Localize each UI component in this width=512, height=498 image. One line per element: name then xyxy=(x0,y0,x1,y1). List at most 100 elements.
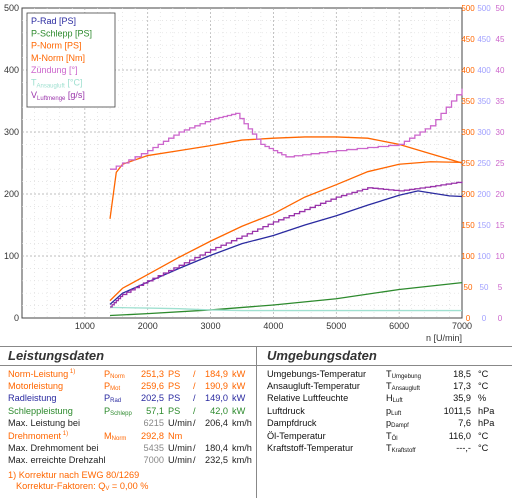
series-line xyxy=(109,161,463,302)
right-axis-tick-label: 50 xyxy=(464,283,473,292)
table-unit: °C xyxy=(478,431,489,441)
table-unit: kW xyxy=(232,369,246,379)
series-line xyxy=(109,306,462,312)
table-unit: % xyxy=(478,393,487,404)
table-row-label: Kraftstoff-Temperatur xyxy=(267,443,354,454)
table-value: 232,5 xyxy=(205,455,228,466)
right-axis-tick-label: 200 xyxy=(461,190,475,199)
right-axis-tick-label: 5 xyxy=(498,283,503,292)
table-value: 35,9 xyxy=(453,393,471,404)
leistungsdaten-panel: Leistungsdaten Norm-Leistung 1) PNorm 251,… xyxy=(0,346,256,498)
table-row-label: Luftdruck xyxy=(267,405,305,416)
table-symbol: TUmgebung xyxy=(386,369,421,380)
table-value: 1011,5 xyxy=(443,405,471,416)
table-row-label: Relative Luftfeuchte xyxy=(267,393,349,404)
table-symbol: pLuft xyxy=(386,405,402,417)
right-axis-tick-label: 300 xyxy=(461,128,475,137)
table-value: 190,9 xyxy=(205,381,228,392)
series-line xyxy=(109,282,463,317)
x-tick-label: 2000 xyxy=(138,321,158,331)
x-axis-label: n [U/min] xyxy=(426,333,462,343)
series-line xyxy=(110,181,463,308)
x-tick-label: 7000 xyxy=(452,321,472,331)
table-unit: PS xyxy=(168,369,181,379)
table-row-label: Max. Leistung bei xyxy=(8,417,81,428)
table-symbol: PNorm xyxy=(104,369,125,380)
table-unit: kW xyxy=(232,393,246,404)
right-axis-tick-label: 40 xyxy=(496,66,505,75)
table-unit: PS xyxy=(168,381,181,392)
table-value: 5435 xyxy=(143,443,164,454)
umgebungsdaten-panel: Umgebungsdaten Umgebungs-Temperatur TUmge… xyxy=(256,346,512,498)
x-tick-label: 6000 xyxy=(389,321,409,331)
x-tick-label: 3000 xyxy=(201,321,221,331)
table-row-label: Max. Drehmoment bei xyxy=(8,443,99,454)
footnote-2: Korrektur-Faktoren: QV = 0,00 % xyxy=(16,481,149,492)
legend-box xyxy=(26,12,116,108)
table-row-label: Umgebungs-Temperatur xyxy=(267,369,367,379)
table-unit: U/min xyxy=(168,443,192,454)
table-separator: / xyxy=(193,455,196,466)
right-axis-tick-label: 15 xyxy=(496,221,505,230)
right-axis-tick-label: 200 xyxy=(477,190,491,199)
table-value: 116,0 xyxy=(448,431,471,441)
right-axis-tick-label: 300 xyxy=(477,128,491,137)
right-axis-tick-label: 350 xyxy=(461,97,475,106)
right-axis-tick-label: 250 xyxy=(461,159,475,168)
table-symbol: MNorm xyxy=(104,431,127,442)
table-unit: km/h xyxy=(232,455,252,466)
table-symbol: TKraftstoff xyxy=(386,443,416,455)
right-axis-tick-label: 25 xyxy=(496,159,505,168)
right-axis-tick-label: 500 xyxy=(461,4,475,13)
legend-entry: P-Rad [PS] xyxy=(31,16,76,26)
table-symbol: pDampf xyxy=(386,417,409,429)
right-axis-tick-label: 100 xyxy=(461,252,475,261)
right-axis-tick-label: 350 xyxy=(477,97,491,106)
legend-entry: Zündung [°] xyxy=(31,65,78,75)
table-value: 7,6 xyxy=(458,417,471,428)
table-row-label: Drehmoment 1) xyxy=(8,431,69,442)
table-row-label: Öl-Temperatur xyxy=(267,431,326,441)
right-axis-tick-label: 250 xyxy=(477,159,491,168)
legend-entry: M-Norm [Nm] xyxy=(31,53,85,63)
table-value: 206,4 xyxy=(205,417,228,428)
table-value: 7000 xyxy=(143,455,164,466)
table-row-label: Dampfdruck xyxy=(267,417,317,428)
table-separator: / xyxy=(193,405,196,416)
legend-entry: VLuftmenge [g/s] xyxy=(31,90,85,102)
table-row-label: Schleppleistung xyxy=(8,405,73,416)
y-tick-label: 500 xyxy=(4,3,19,13)
table-value: 6215 xyxy=(143,417,164,428)
table-separator: / xyxy=(193,369,196,379)
table-value: 18,5 xyxy=(453,369,471,379)
right-axis-tick-label: 450 xyxy=(461,35,475,44)
table-unit: km/h xyxy=(232,443,252,454)
table-symbol: PSchlepp xyxy=(104,405,132,417)
x-tick-label: 5000 xyxy=(326,321,346,331)
table-value: 292,8 xyxy=(141,431,164,441)
table-row-label: Ansaugluft-Temperatur xyxy=(267,381,360,392)
right-axis-tick-label: 150 xyxy=(477,221,491,230)
table-separator: / xyxy=(193,393,196,404)
table-value: 259,6 xyxy=(141,381,164,392)
footnote-1: 1) Korrektur nach EWG 80/1269 xyxy=(8,470,140,480)
x-tick-label: 1000 xyxy=(75,321,95,331)
table-row-label: Norm-Leistung 1) xyxy=(8,369,76,380)
table-value: ---,- xyxy=(456,443,471,454)
y-tick-label: 400 xyxy=(4,65,19,75)
right-axis-tick-label: 10 xyxy=(496,252,505,261)
table-unit: °C xyxy=(478,369,489,379)
table-value: 42,0 xyxy=(210,405,228,416)
table-symbol: TÖl xyxy=(386,431,398,442)
right-axis-tick-label: 400 xyxy=(461,66,475,75)
right-axis-tick-label: 100 xyxy=(477,252,491,261)
table-value: 251,3 xyxy=(141,369,164,379)
right-axis-tick-label: 500 xyxy=(477,4,491,13)
table-unit: PS xyxy=(168,393,181,404)
right-axis-tick-label: 50 xyxy=(480,283,489,292)
table-unit: U/min xyxy=(168,417,192,428)
table-unit: °C xyxy=(478,443,489,454)
table-row-label: Max. erreichte Drehzahl xyxy=(8,455,106,466)
table-unit: hPa xyxy=(478,405,495,416)
